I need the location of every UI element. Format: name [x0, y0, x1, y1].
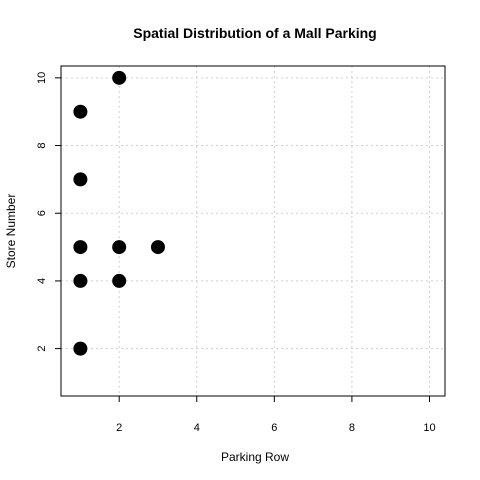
y-axis-label: Store Number — [4, 194, 18, 269]
data-point — [112, 273, 127, 288]
y-tick-label: 8 — [36, 142, 48, 148]
y-tick-label: 6 — [36, 210, 48, 216]
data-point — [73, 273, 88, 288]
y-tick-label: 10 — [36, 72, 48, 84]
x-tick-label: 2 — [116, 422, 122, 434]
data-point — [112, 70, 127, 85]
y-tick-label: 4 — [36, 278, 48, 284]
x-tick-label: 4 — [194, 422, 200, 434]
data-point — [73, 172, 88, 187]
data-point — [150, 240, 165, 255]
x-axis-label: Parking Row — [221, 450, 289, 464]
y-tick-label: 2 — [36, 346, 48, 352]
data-points — [73, 70, 165, 356]
data-point — [73, 240, 88, 255]
data-point — [73, 104, 88, 119]
plot-frame — [60, 65, 446, 397]
x-axis: 2 4 6 8 10 — [116, 396, 436, 434]
grid — [61, 66, 445, 396]
x-tick-label: 8 — [349, 422, 355, 434]
chart-title: Spatial Distribution of a Mall Parking — [133, 25, 376, 41]
x-tick-label: 6 — [271, 422, 277, 434]
y-axis: 2 4 6 8 10 — [36, 72, 61, 352]
data-point — [73, 341, 88, 356]
x-tick-label: 10 — [423, 422, 435, 434]
data-point — [112, 240, 127, 255]
